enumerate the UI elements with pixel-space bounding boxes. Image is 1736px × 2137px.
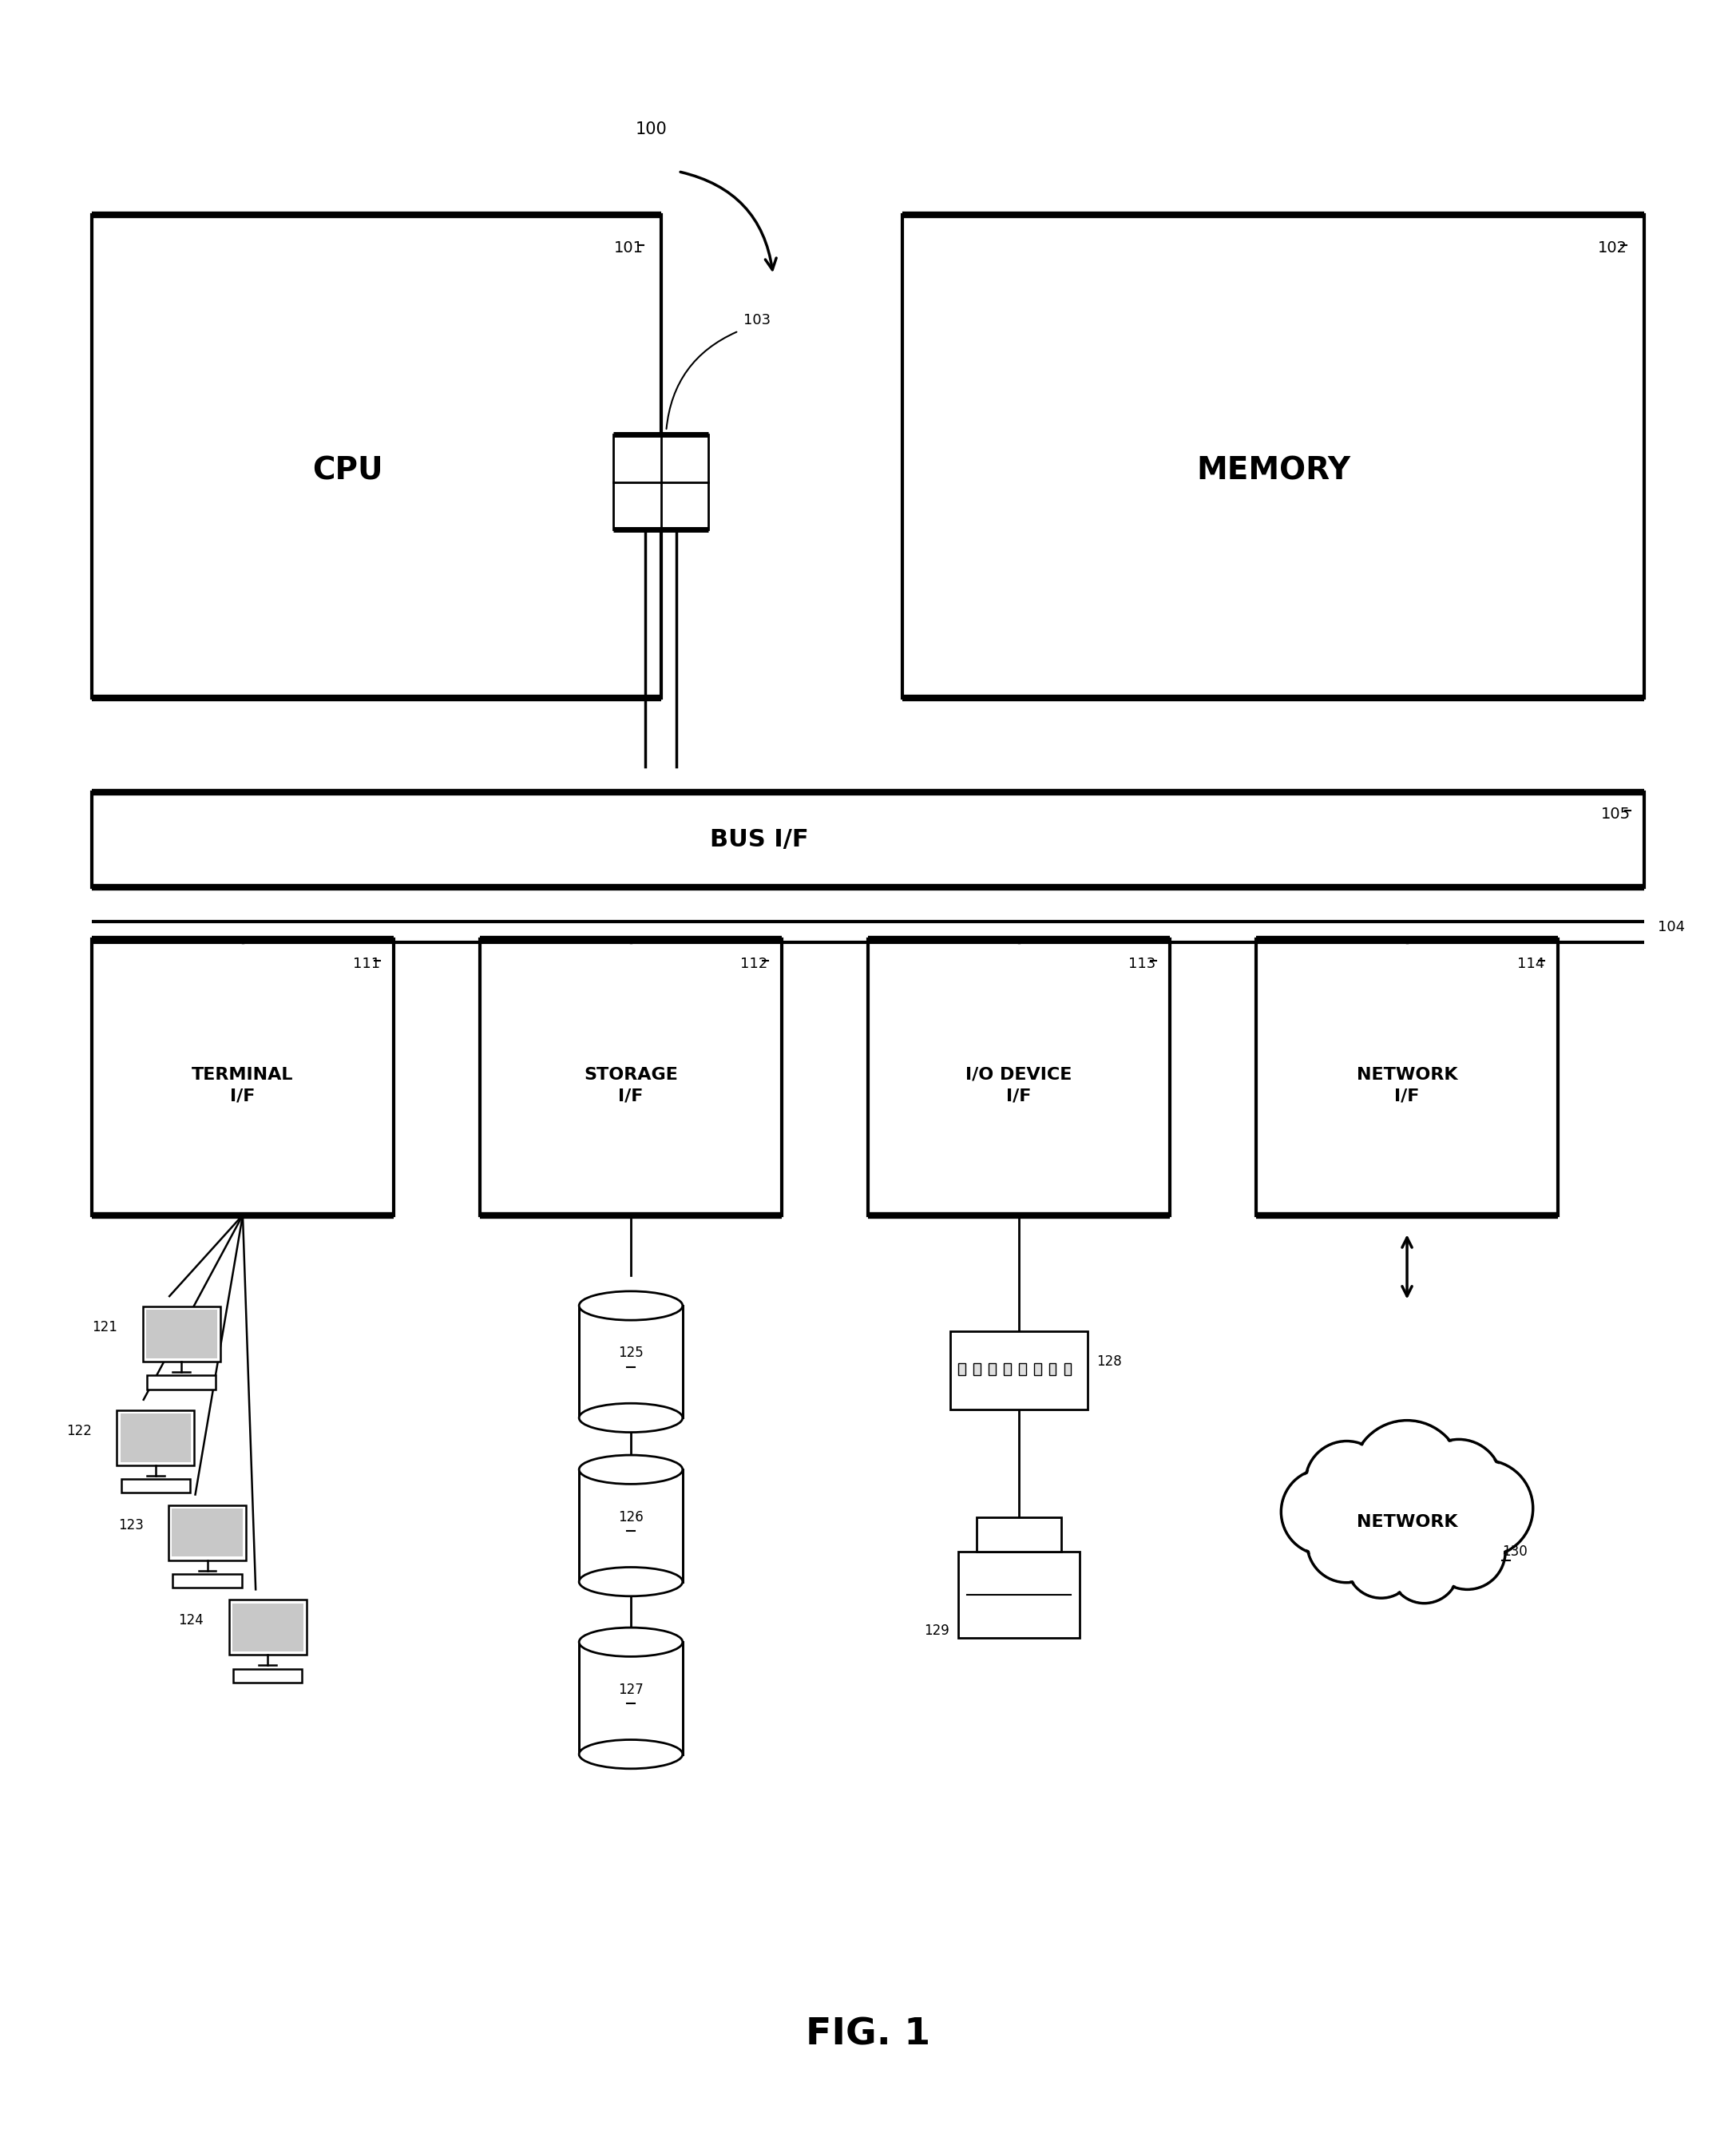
Text: 112: 112 (741, 957, 767, 970)
Bar (974, 1363, 981, 1376)
Bar (1064, 1363, 1071, 1376)
Text: 126: 126 (618, 1511, 644, 1524)
Text: 128: 128 (1097, 1355, 1121, 1370)
Bar (977, 1517, 1061, 1551)
Text: 113: 113 (1128, 957, 1156, 970)
Text: 125: 125 (618, 1346, 644, 1361)
Circle shape (1347, 1530, 1415, 1598)
Bar (148, 1376, 215, 1389)
Text: 114: 114 (1517, 957, 1543, 970)
Bar (580, 1306, 682, 1417)
Circle shape (1436, 1460, 1533, 1556)
Circle shape (1307, 1442, 1387, 1522)
Bar (92, 214, 661, 697)
Circle shape (1352, 1421, 1462, 1530)
Text: NETWORK: NETWORK (1356, 1515, 1458, 1530)
Text: 100: 100 (635, 122, 667, 137)
Text: MEMORY: MEMORY (1196, 455, 1351, 485)
Text: 129: 129 (924, 1624, 950, 1637)
Text: NETWORK
I/F: NETWORK I/F (1356, 1066, 1458, 1105)
Circle shape (1309, 1504, 1385, 1581)
Bar (172, 1509, 243, 1556)
Bar (120, 1413, 191, 1462)
Text: BUS I/F: BUS I/F (710, 829, 809, 851)
Circle shape (1391, 1534, 1458, 1603)
Bar (92, 793, 1644, 887)
Bar (990, 1363, 996, 1376)
Text: FIG. 1: FIG. 1 (806, 2017, 930, 2052)
Ellipse shape (580, 1628, 682, 1656)
Bar (92, 938, 394, 1216)
Ellipse shape (580, 1404, 682, 1432)
Bar (580, 1470, 682, 1581)
Bar (1035, 1363, 1042, 1376)
Bar (613, 434, 708, 530)
Bar (958, 1551, 1080, 1637)
Circle shape (1305, 1440, 1389, 1524)
Text: 130: 130 (1502, 1545, 1528, 1558)
Circle shape (1417, 1440, 1500, 1524)
Bar (868, 938, 1170, 1216)
Text: 101: 101 (615, 241, 644, 256)
Bar (146, 1310, 217, 1359)
Bar (950, 1331, 1088, 1408)
Circle shape (1281, 1468, 1368, 1556)
Bar (142, 1306, 220, 1361)
Text: 111: 111 (352, 957, 380, 970)
Bar (122, 1479, 191, 1494)
Text: 105: 105 (1601, 806, 1630, 821)
Circle shape (1429, 1513, 1505, 1590)
Text: 123: 123 (118, 1519, 144, 1532)
Text: 104: 104 (1658, 919, 1686, 934)
Bar (229, 1601, 307, 1654)
Bar (479, 938, 781, 1216)
Ellipse shape (580, 1740, 682, 1769)
Text: 102: 102 (1597, 241, 1627, 256)
Ellipse shape (580, 1566, 682, 1596)
Ellipse shape (580, 1455, 682, 1483)
Bar (233, 1669, 302, 1682)
Text: CPU: CPU (312, 455, 384, 485)
Text: 122: 122 (66, 1423, 92, 1438)
Circle shape (1415, 1440, 1502, 1526)
Bar (168, 1504, 247, 1560)
Text: 121: 121 (92, 1321, 118, 1333)
Circle shape (1349, 1530, 1413, 1596)
Bar (580, 1641, 682, 1754)
Circle shape (1392, 1537, 1457, 1601)
Text: TERMINAL
I/F: TERMINAL I/F (191, 1066, 293, 1105)
Circle shape (1354, 1421, 1460, 1530)
Bar (1257, 938, 1557, 1216)
Text: I/O DEVICE
I/F: I/O DEVICE I/F (965, 1066, 1073, 1105)
Circle shape (1283, 1470, 1366, 1554)
Bar (958, 1363, 965, 1376)
Bar (116, 1410, 194, 1466)
Bar (1019, 1363, 1026, 1376)
Text: 127: 127 (618, 1682, 644, 1697)
Bar (233, 1603, 304, 1652)
Text: 124: 124 (179, 1613, 203, 1628)
Text: 103: 103 (743, 314, 771, 327)
Ellipse shape (1330, 1457, 1484, 1577)
Bar (174, 1575, 241, 1588)
Bar (903, 214, 1644, 697)
Text: STORAGE
I/F: STORAGE I/F (583, 1066, 677, 1105)
Ellipse shape (580, 1291, 682, 1321)
Circle shape (1430, 1515, 1503, 1588)
Bar (1003, 1363, 1010, 1376)
Circle shape (1437, 1462, 1531, 1556)
Circle shape (1307, 1502, 1387, 1584)
Bar (1049, 1363, 1055, 1376)
